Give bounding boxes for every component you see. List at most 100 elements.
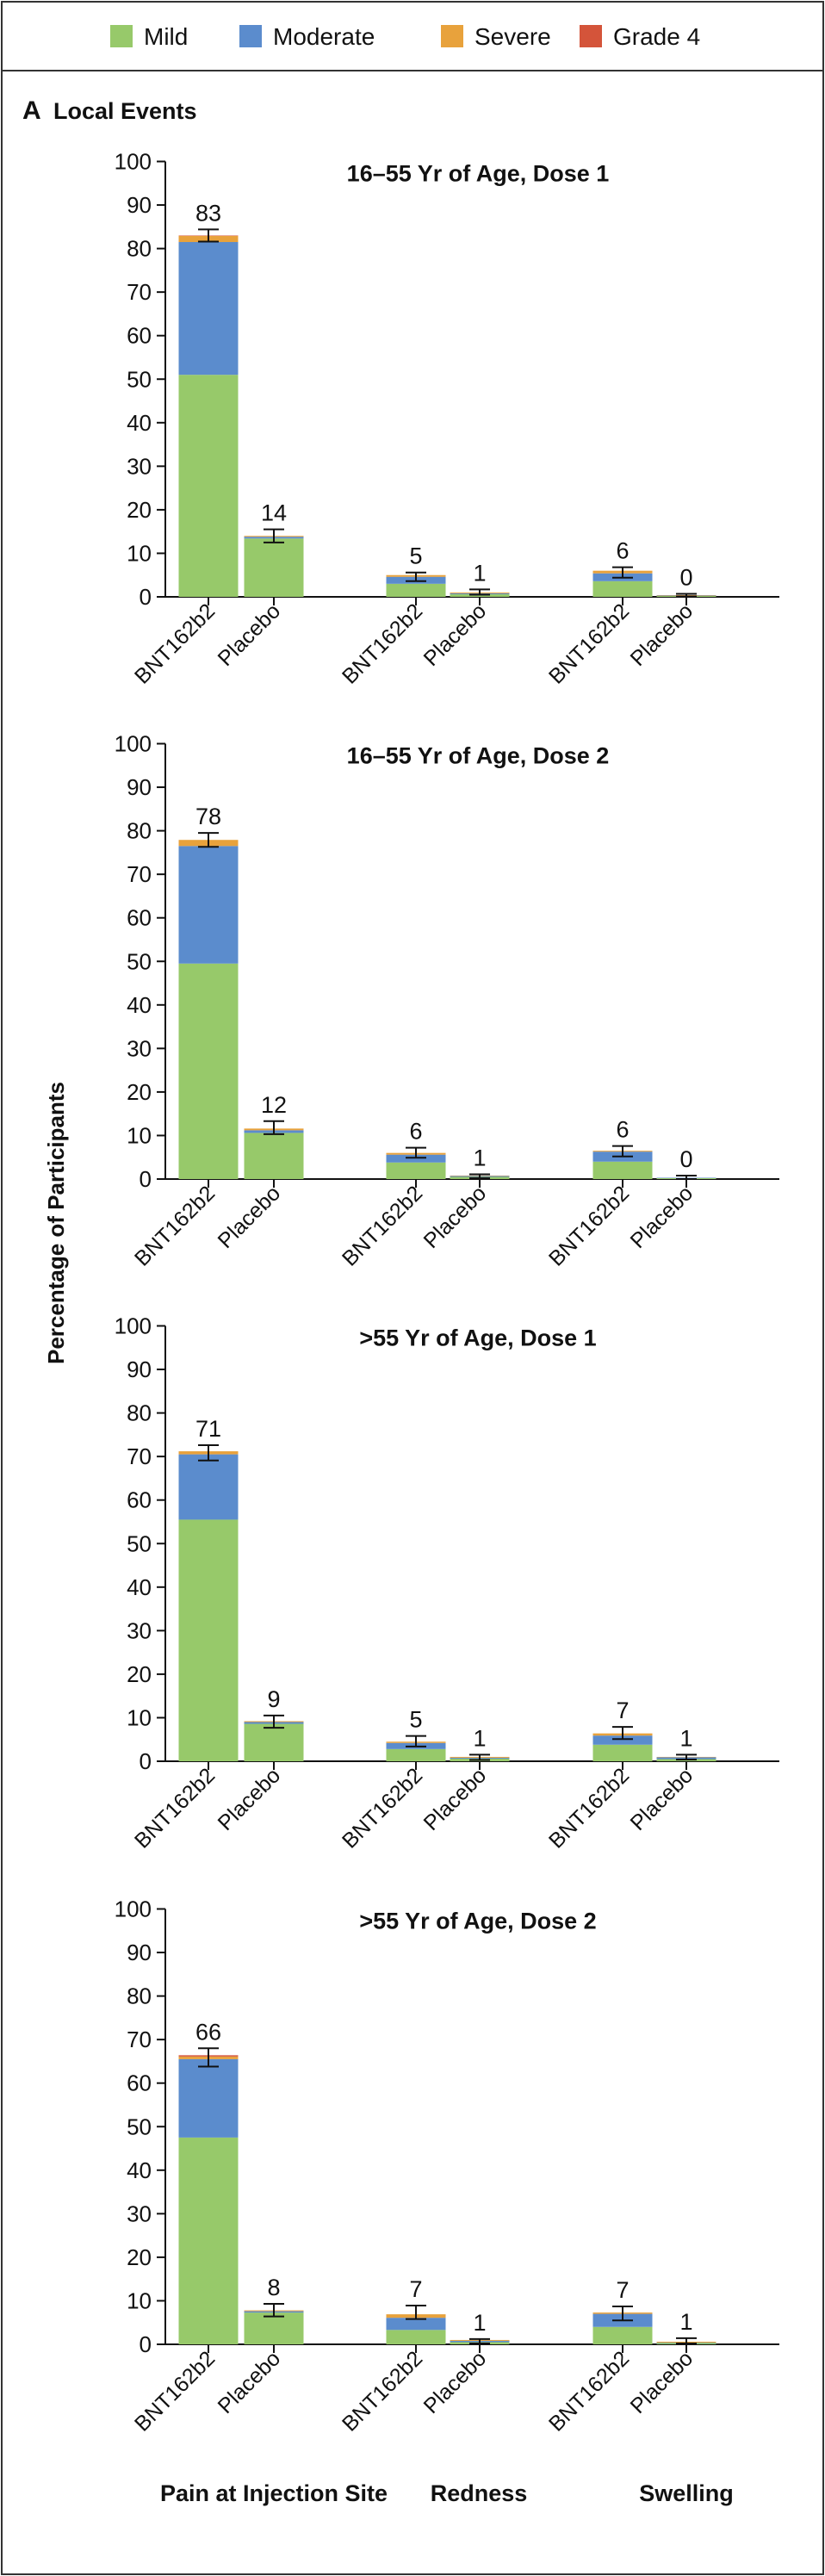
x-category-label: BNT162b2 — [338, 1181, 427, 1270]
bar-segment-moderate — [592, 1735, 653, 1745]
y-tick-label: 50 — [127, 2114, 152, 2139]
y-tick-label: 90 — [127, 1940, 152, 1965]
x-category-label: Placebo — [626, 599, 698, 671]
bar-total-label: 9 — [267, 1686, 280, 1712]
legend: Mild Moderate Severe Grade 4 — [110, 23, 700, 50]
x-category-label: Placebo — [419, 2346, 492, 2418]
x-category-label: Placebo — [626, 1181, 698, 1253]
y-tick-label: 10 — [127, 1122, 152, 1148]
bar-segment-mild — [178, 2137, 239, 2344]
bar-segment-mild — [244, 1723, 304, 1761]
y-tick-label: 70 — [127, 279, 152, 305]
bar-total-label: 6 — [616, 1117, 629, 1143]
y-tick-label: 20 — [127, 2244, 152, 2270]
x-category-label: BNT162b2 — [544, 1763, 634, 1853]
chart-title: 16–55 Yr of Age, Dose 2 — [347, 743, 610, 769]
y-tick-label: 10 — [127, 2287, 152, 2313]
y-tick-label: 40 — [127, 1574, 152, 1600]
y-tick-label: 50 — [127, 948, 152, 974]
bar-total-label: 1 — [679, 2309, 692, 2335]
y-tick-label: 20 — [127, 1079, 152, 1105]
bar-segment-moderate — [386, 2318, 446, 2331]
legend-swatch-severe — [441, 25, 463, 47]
bar-total-label: 1 — [473, 1725, 486, 1751]
bar-segment-mild — [244, 1133, 304, 1179]
x-category-label: Placebo — [419, 599, 492, 671]
panel-border — [1, 70, 824, 2575]
chart-title: 16–55 Yr of Age, Dose 1 — [347, 161, 610, 187]
y-tick-label: 90 — [127, 774, 152, 800]
x-category-label: BNT162b2 — [544, 1181, 634, 1270]
y-tick-label: 30 — [127, 453, 152, 479]
y-tick-label: 70 — [127, 1443, 152, 1469]
bar-segment-mild — [592, 2326, 653, 2344]
y-tick-label: 90 — [127, 192, 152, 218]
y-tick-label: 80 — [127, 236, 152, 262]
y-axis-title: Percentage of Participants — [43, 1082, 69, 1364]
y-tick-label: 20 — [127, 1661, 152, 1687]
bar-total-label: 6 — [409, 1119, 422, 1145]
x-category-label: BNT162b2 — [338, 1763, 427, 1853]
bar-total-label: 1 — [473, 2310, 486, 2336]
bar-total-label: 5 — [409, 1707, 422, 1733]
x-category-label: Placebo — [214, 599, 286, 671]
bar-total-label: 5 — [409, 543, 422, 569]
bar-segment-moderate — [386, 1154, 446, 1163]
bar-total-label: 1 — [679, 1725, 692, 1751]
bar-segment-moderate — [178, 242, 239, 376]
y-tick-label: 70 — [127, 2027, 152, 2052]
bar-total-label: 14 — [261, 500, 287, 526]
y-tick-label: 20 — [127, 497, 152, 523]
legend-swatch-grade-4 — [580, 25, 602, 47]
bar-total-label: 7 — [616, 1698, 629, 1723]
x-category-label: BNT162b2 — [130, 2346, 220, 2436]
bar-total-label: 66 — [195, 2019, 221, 2045]
chart-title: >55 Yr of Age, Dose 2 — [359, 1909, 596, 1934]
y-tick-label: 100 — [115, 149, 152, 175]
bar-total-label: 7 — [616, 2277, 629, 2303]
y-tick-label: 0 — [140, 1748, 152, 1774]
bar-segment-mild — [386, 2330, 446, 2344]
y-tick-label: 50 — [127, 1530, 152, 1556]
y-tick-label: 60 — [127, 905, 152, 931]
x-category-label: Placebo — [419, 1763, 492, 1835]
legend-label: Moderate — [273, 23, 375, 50]
bar-segment-mild — [178, 963, 239, 1179]
bar-segment-mild — [178, 1519, 239, 1761]
bar-segment-mild — [592, 580, 653, 597]
bar-total-label: 0 — [679, 1146, 692, 1172]
legend-swatch-mild — [110, 25, 133, 47]
y-tick-label: 90 — [127, 1356, 152, 1382]
y-tick-label: 60 — [127, 1487, 152, 1513]
y-tick-label: 30 — [127, 1617, 152, 1643]
y-tick-label: 0 — [140, 1166, 152, 1192]
x-category-label: Placebo — [214, 1763, 286, 1835]
panel-letter: A — [22, 96, 41, 125]
panel-title: Local Events — [53, 98, 197, 124]
event-label-pain: Pain at Injection Site — [160, 2480, 388, 2506]
x-category-label: BNT162b2 — [544, 2346, 634, 2436]
bar-total-label: 71 — [195, 1416, 221, 1442]
y-tick-label: 40 — [127, 992, 152, 1018]
y-tick-label: 80 — [127, 818, 152, 844]
y-tick-label: 70 — [127, 861, 152, 887]
bar-segment-mild — [178, 375, 239, 597]
chart-4: >55 Yr of Age, Dose 2 0 10 20 30 40 50 60 70 80 90… — [115, 1896, 779, 2436]
x-category-label: BNT162b2 — [130, 1763, 220, 1853]
y-tick-label: 80 — [127, 1400, 152, 1426]
x-category-label: BNT162b2 — [338, 2346, 427, 2436]
y-tick-label: 100 — [115, 1896, 152, 1922]
chart-title: >55 Yr of Age, Dose 1 — [359, 1325, 596, 1351]
x-category-label: Placebo — [214, 2346, 286, 2418]
legend-label: Grade 4 — [613, 23, 700, 50]
charts: 16–55 Yr of Age, Dose 101020304050607080… — [115, 149, 779, 2436]
y-tick-label: 80 — [127, 1983, 152, 2009]
y-tick-label: 40 — [127, 410, 152, 436]
legend-swatch-moderate — [239, 25, 262, 47]
y-tick-label: 60 — [127, 323, 152, 349]
x-category-label: Placebo — [214, 1181, 286, 1253]
x-category-label: Placebo — [626, 2346, 698, 2418]
legend-header-box — [1, 1, 824, 71]
